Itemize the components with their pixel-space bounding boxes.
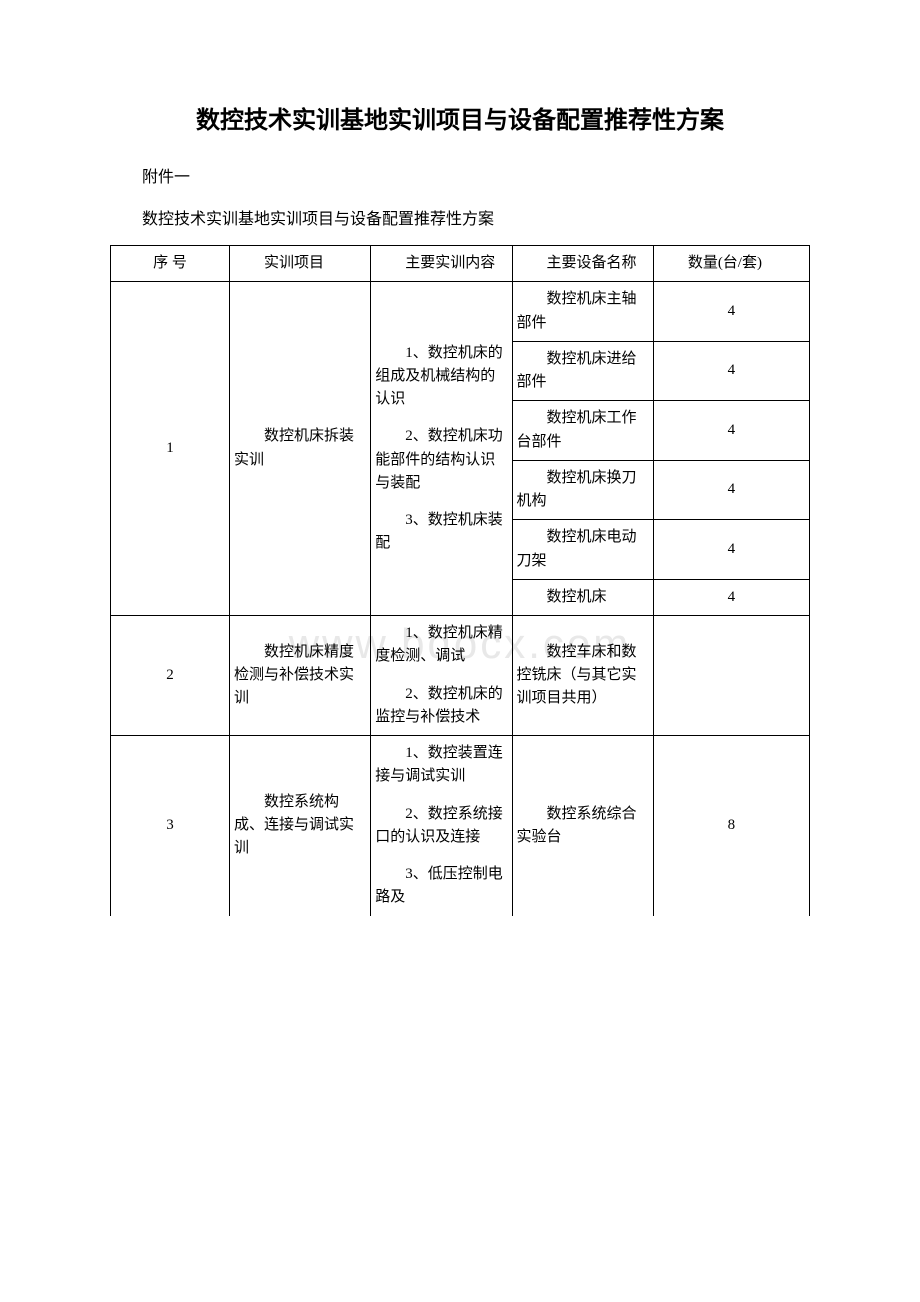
cell-equipment: 数控机床换刀机构 xyxy=(512,460,653,520)
header-equipment: 主要设备名称 xyxy=(512,246,653,282)
content-para: 1、数控机床的组成及机械结构的认识 xyxy=(375,342,507,412)
cell-project: 数控机床拆装实训 xyxy=(229,282,370,616)
table-header-row: 序 号 实训项目 主要实训内容 主要设备名称 数量(台/套) xyxy=(111,246,810,282)
content-para: 3、低压控制电路及 xyxy=(375,863,507,910)
cell-project: 数控机床精度检测与补偿技术实训 xyxy=(229,616,370,736)
equipment-table: 序 号 实训项目 主要实训内容 主要设备名称 数量(台/套) 1 数控机床拆装实… xyxy=(110,245,810,916)
cell-project: 数控系统构成、连接与调试实训 xyxy=(229,736,370,916)
cell-quantity: 4 xyxy=(653,579,809,615)
content-para: 2、数控机床的监控与补偿技术 xyxy=(375,683,507,730)
cell-equipment: 数控机床 xyxy=(512,579,653,615)
cell-equipment: 数控机床进给部件 xyxy=(512,341,653,401)
content-para: 2、数控机床功能部件的结构认识与装配 xyxy=(375,425,507,495)
header-content: 主要实训内容 xyxy=(371,246,512,282)
content-para: 1、数控机床精度检测、调试 xyxy=(375,622,507,669)
cell-content: 1、数控装置连接与调试实训 2、数控系统接口的认识及连接 3、低压控制电路及 xyxy=(371,736,512,916)
content-para: 2、数控系统接口的认识及连接 xyxy=(375,803,507,850)
attachment-label: 附件一 xyxy=(110,163,810,187)
cell-equipment: 数控车床和数控铣床（与其它实训项目共用） xyxy=(512,616,653,736)
header-project: 实训项目 xyxy=(229,246,370,282)
cell-quantity: 4 xyxy=(653,282,809,342)
table-caption: 数控技术实训基地实训项目与设备配置推荐性方案 xyxy=(110,205,810,229)
cell-quantity: 4 xyxy=(653,460,809,520)
cell-content: 1、数控机床精度检测、调试 2、数控机床的监控与补偿技术 xyxy=(371,616,512,736)
content-para: 3、数控机床装配 xyxy=(375,509,507,556)
cell-equipment: 数控系统综合实验台 xyxy=(512,736,653,916)
cell-equipment: 数控机床电动刀架 xyxy=(512,520,653,580)
cell-equipment: 数控机床主轴部件 xyxy=(512,282,653,342)
cell-seq: 1 xyxy=(111,282,230,616)
header-quantity: 数量(台/套) xyxy=(653,246,809,282)
cell-quantity: 4 xyxy=(653,341,809,401)
content-para: 1、数控装置连接与调试实训 xyxy=(375,742,507,789)
cell-seq: 2 xyxy=(111,616,230,736)
table-row: 2 数控机床精度检测与补偿技术实训 1、数控机床精度检测、调试 2、数控机床的监… xyxy=(111,616,810,736)
table-row: 1 数控机床拆装实训 1、数控机床的组成及机械结构的认识 2、数控机床功能部件的… xyxy=(111,282,810,342)
document-body: 数控技术实训基地实训项目与设备配置推荐性方案 附件一 数控技术实训基地实训项目与… xyxy=(110,100,810,916)
cell-seq: 3 xyxy=(111,736,230,916)
cell-content: 1、数控机床的组成及机械结构的认识 2、数控机床功能部件的结构认识与装配 3、数… xyxy=(371,282,512,616)
header-seq: 序 号 xyxy=(111,246,230,282)
cell-equipment: 数控机床工作台部件 xyxy=(512,401,653,461)
cell-quantity: 4 xyxy=(653,401,809,461)
cell-quantity xyxy=(653,616,809,736)
cell-quantity: 8 xyxy=(653,736,809,916)
page-title: 数控技术实训基地实训项目与设备配置推荐性方案 xyxy=(110,100,810,135)
table-row: 3 数控系统构成、连接与调试实训 1、数控装置连接与调试实训 2、数控系统接口的… xyxy=(111,736,810,916)
cell-quantity: 4 xyxy=(653,520,809,580)
